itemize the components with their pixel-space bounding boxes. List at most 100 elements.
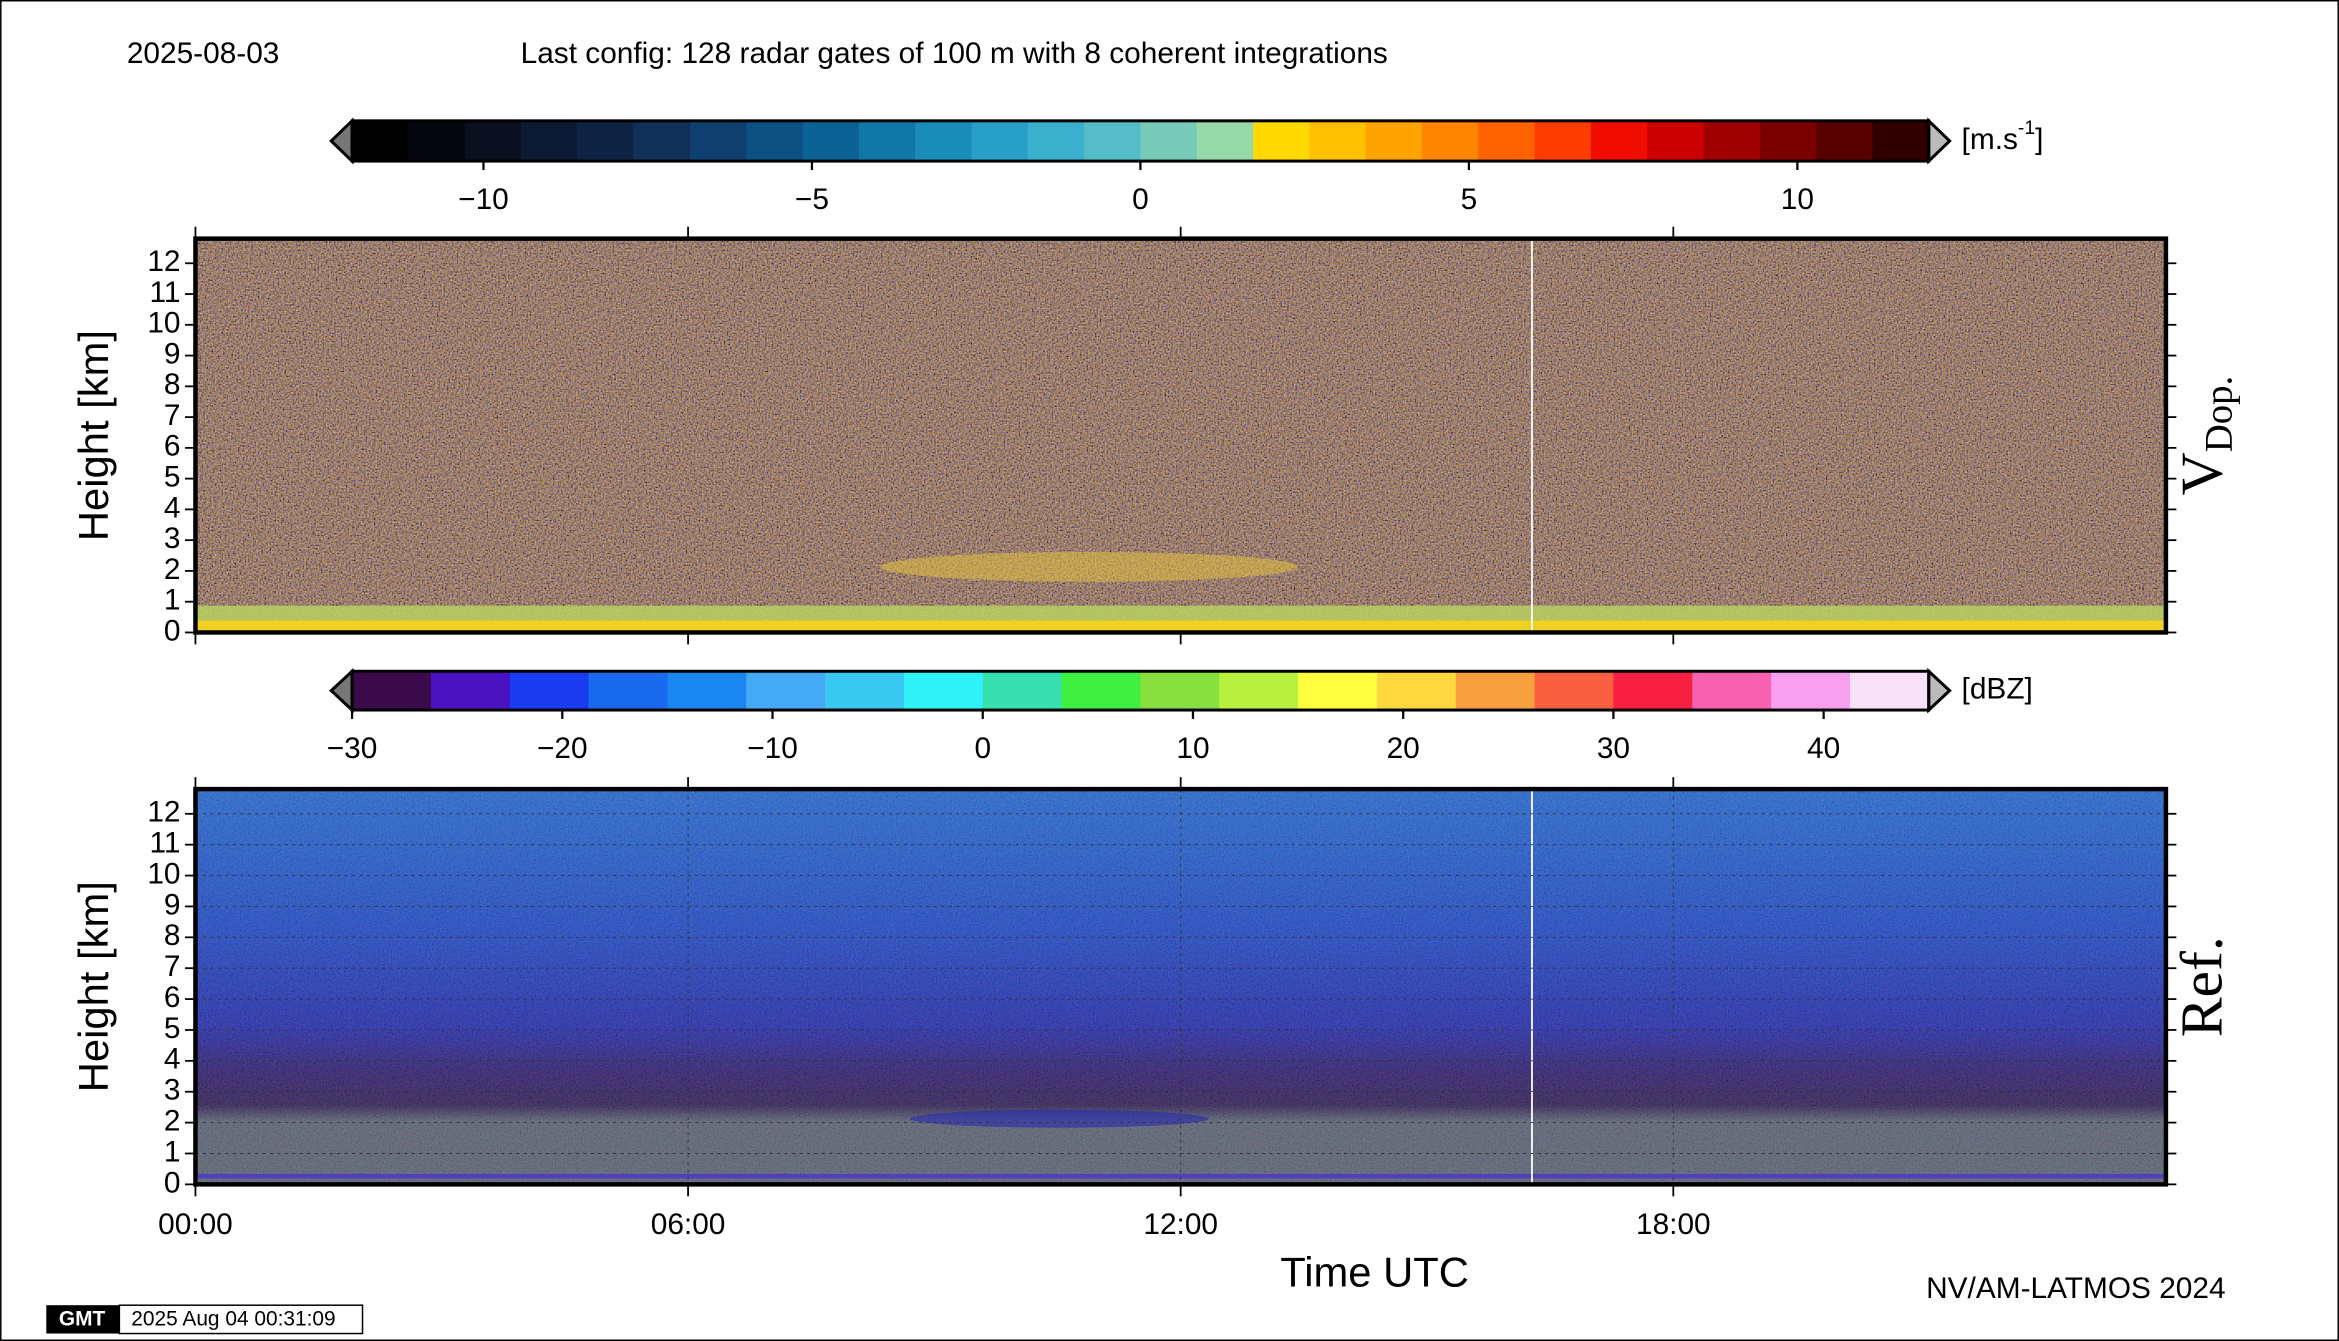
y-tick-label: 3 xyxy=(164,522,181,555)
timestamp-box xyxy=(118,1304,364,1335)
unit-end: ] xyxy=(2035,123,2043,156)
colorbar-segment xyxy=(689,120,747,162)
colorbar-frame xyxy=(350,669,1931,712)
logo: GMT xyxy=(59,1308,106,1331)
y-axis-label: Height [km] xyxy=(70,881,117,1092)
colorbar-segment xyxy=(1140,671,1220,711)
colorbar-unit: [dBZ] xyxy=(1962,673,2033,706)
colorbar-tick-label: 40 xyxy=(1807,732,1840,765)
colorbar-segment xyxy=(1613,671,1693,711)
colorbar-segment xyxy=(352,671,432,711)
colorbar-tick-label: 0 xyxy=(1132,183,1149,216)
logo-box xyxy=(46,1305,120,1334)
timestamp: 2025 Aug 04 00:31:09 xyxy=(131,1308,335,1331)
colorbar-segment xyxy=(352,120,410,162)
colorbar-segment xyxy=(1309,120,1367,162)
y-tick-label: 6 xyxy=(164,981,181,1014)
colorbar-segment xyxy=(1478,120,1536,162)
colorbar-tick-label: −30 xyxy=(327,732,378,765)
colorbar-segment xyxy=(1298,671,1378,711)
y-tick-label: 11 xyxy=(150,827,181,860)
y-tick-label: 0 xyxy=(164,1166,181,1199)
colorbar-segment xyxy=(1703,120,1761,162)
colorbar-segment xyxy=(825,671,905,711)
y-tick-label: 12 xyxy=(147,245,180,278)
colorbar-segment xyxy=(1365,120,1423,162)
y-tick-label: 0 xyxy=(164,614,181,647)
y-tick-label: 2 xyxy=(164,1104,181,1137)
y-tick-label: 3 xyxy=(164,1074,181,1107)
x-tick-label: 18:00 xyxy=(1636,1208,1711,1241)
y-tick-label: 5 xyxy=(164,461,181,494)
colorbar-segment xyxy=(1849,671,1930,711)
colorbar-tick-label: −5 xyxy=(795,183,829,216)
cloud-echo xyxy=(880,551,1298,582)
date: 2025-08-03 xyxy=(127,37,280,70)
colorbar-segment xyxy=(1816,120,1874,162)
surface-layer xyxy=(195,620,2166,633)
colorbar-segment xyxy=(1219,671,1299,711)
y-tick-label: 7 xyxy=(164,399,181,432)
colorbar-segment xyxy=(430,671,511,711)
colorbar-segment xyxy=(1647,120,1705,162)
colorbar-segment xyxy=(667,671,747,711)
y-tick-label: 4 xyxy=(164,491,181,524)
colorbar-segment xyxy=(1771,671,1851,711)
colorbar-segment xyxy=(1692,671,1772,711)
colorbar-segment xyxy=(971,120,1029,162)
x-tick-label: 06:00 xyxy=(651,1208,726,1241)
panel-label: Ref. xyxy=(2168,936,2234,1037)
colorbar-segment xyxy=(408,120,466,162)
y-tick-label: 10 xyxy=(147,857,180,890)
colorbar-tick-label: 10 xyxy=(1176,732,1209,765)
y-tick-label: 6 xyxy=(164,430,181,463)
x-tick-label: 00:00 xyxy=(158,1208,233,1241)
unit-text: [m.s xyxy=(1962,123,2018,156)
colorbar-segment xyxy=(903,671,984,711)
panel-label-main: V xyxy=(2168,452,2234,495)
colorbar-segment xyxy=(1084,120,1142,162)
panel-label-main: Ref. xyxy=(2168,936,2234,1037)
x-tick-label: 12:00 xyxy=(1143,1208,1218,1241)
colorbar-segment xyxy=(1140,120,1198,162)
colorbar-segment xyxy=(746,120,804,162)
colorbar-tick-label: 30 xyxy=(1597,732,1630,765)
colorbar-segment xyxy=(1196,120,1254,162)
unit-superscript: -1 xyxy=(2018,117,2035,139)
colorbar-segment xyxy=(1421,120,1480,162)
panel-frame xyxy=(193,786,2169,1187)
y-tick-label: 9 xyxy=(164,337,181,370)
y-tick-label: 10 xyxy=(147,307,180,340)
colorbar-segment xyxy=(915,120,973,162)
colorbar-tick-label: 0 xyxy=(974,732,991,765)
y-tick-label: 11 xyxy=(150,276,181,309)
colorbar-segment xyxy=(1253,120,1311,162)
y-tick-label: 2 xyxy=(164,553,181,586)
colorbar-segment xyxy=(982,671,1063,711)
credit: NV/AM-LATMOS 2024 xyxy=(1926,1272,2225,1305)
colorbar-segment xyxy=(633,120,691,162)
colorbar-tick-label: −20 xyxy=(537,732,588,765)
y-tick-label: 1 xyxy=(164,1135,181,1168)
x-axis-label: Time UTC xyxy=(1280,1248,1469,1295)
colorbar-segment xyxy=(802,120,860,162)
colorbar-segment xyxy=(577,120,635,162)
colorbar-unit: [m.s-1] xyxy=(1962,117,2044,156)
panel-label: VDop. xyxy=(2168,376,2240,496)
panel-label-sub: Dop. xyxy=(2198,376,2241,452)
colorbar-tick-label: −10 xyxy=(747,732,798,765)
y-tick-label: 8 xyxy=(164,368,181,401)
colorbar-tick-label: −10 xyxy=(458,183,509,216)
y-tick-label: 4 xyxy=(164,1043,181,1076)
colorbar-segment xyxy=(1534,671,1615,711)
unit-text: [dBZ] xyxy=(1962,673,2033,706)
y-tick-label: 9 xyxy=(164,888,181,921)
colorbar-segment xyxy=(1455,671,1536,711)
colorbar-tick-label: 10 xyxy=(1781,183,1814,216)
colorbar-segment xyxy=(509,671,590,711)
colorbar-segment xyxy=(1590,120,1648,162)
colorbar-segment xyxy=(1061,671,1142,711)
colorbar-segment xyxy=(1759,120,1817,162)
surface-layer xyxy=(195,1173,2166,1179)
